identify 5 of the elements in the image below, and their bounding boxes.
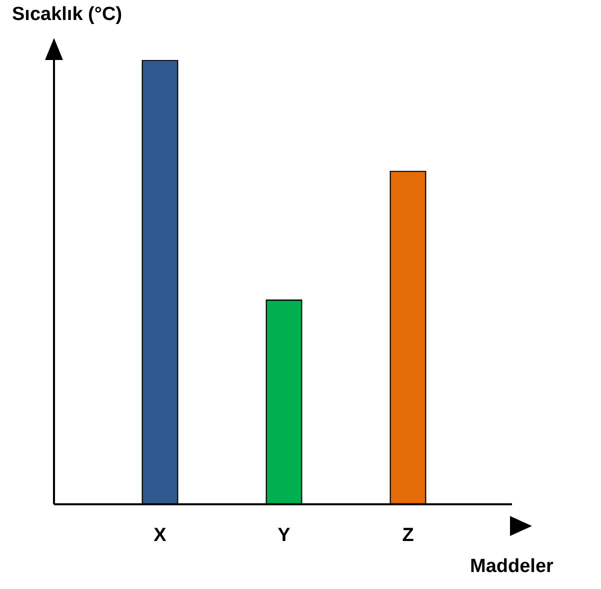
y-axis-title: Sıcaklık (°C) [12,4,122,26]
x-tick-label: Z [402,524,414,546]
x-tick-label: X [154,524,167,546]
x-axis-title: Maddeler [470,556,554,578]
x-tick-label: Y [278,524,291,546]
